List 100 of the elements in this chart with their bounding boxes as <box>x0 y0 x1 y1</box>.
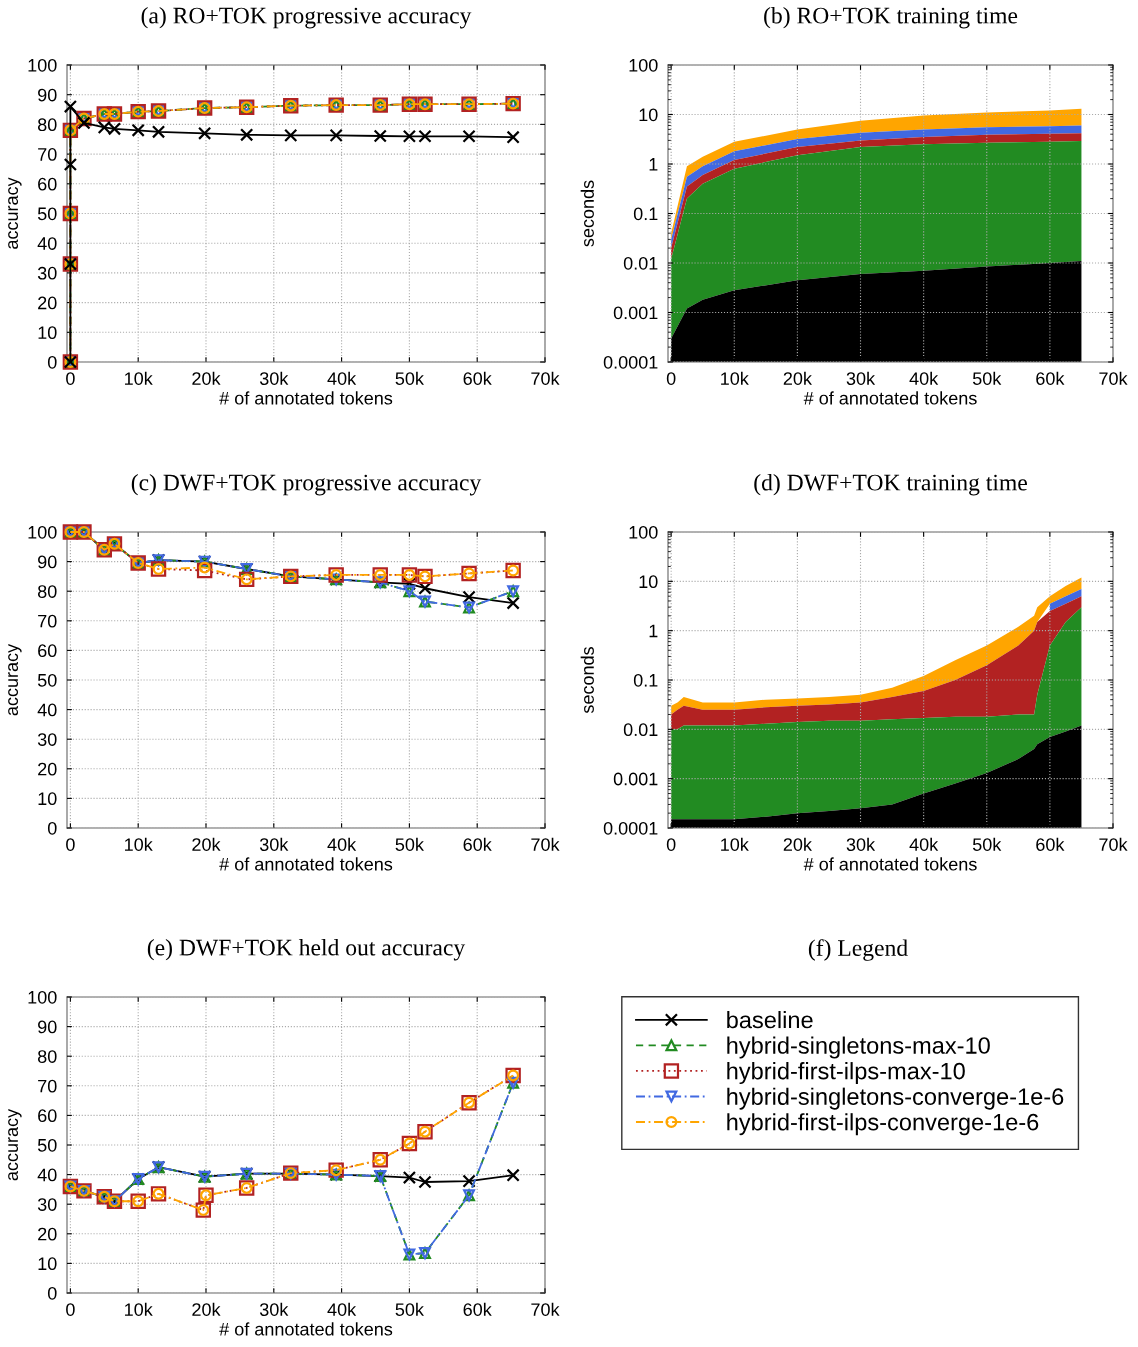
x-tick-label: 10k <box>125 1302 153 1316</box>
x-tick-label: 30k <box>259 837 289 851</box>
y-tick-label: 80 <box>37 585 57 598</box>
y-tick-label: 90 <box>38 555 57 569</box>
legend-label: hybrid-singletons-converge-1e-6 <box>727 1087 1064 1110</box>
x-axis-title: # of annotated tokens <box>219 857 393 871</box>
x-tick-label: 50k <box>395 1302 424 1316</box>
x-tick-label: 40k <box>327 837 357 851</box>
y-tick-label: 60 <box>38 1109 57 1123</box>
x-tick-label: 20k <box>192 1302 221 1316</box>
legend-label: hybrid-first-ilps-max-10 <box>727 1062 965 1085</box>
x-tick-label: 30k <box>259 371 289 385</box>
x-tick-label: 50k <box>395 371 424 385</box>
y-tick-label: 10 <box>38 326 57 340</box>
x-tick-label: 50k <box>395 837 424 851</box>
y-tick-label: 10 <box>38 1257 57 1271</box>
x-tick-label: 60k <box>463 837 492 851</box>
x-tick-label: 30k <box>259 1302 289 1316</box>
y-tick-label: 60 <box>38 177 57 191</box>
legend-label: hybrid-singletons-max-10 <box>727 1036 990 1059</box>
x-tick-label: 60k <box>1036 837 1065 851</box>
y-axis-title: seconds <box>580 647 594 714</box>
x-tick-label: 20k <box>783 837 812 851</box>
y-tick-label: 20 <box>38 1227 57 1241</box>
y-tick-label: 50 <box>37 207 57 221</box>
y-tick-label: 30 <box>37 1198 57 1211</box>
y-tick-label: 30 <box>37 733 57 746</box>
chart-title: (c) DWF+TOK progressive accuracy <box>131 473 482 496</box>
legend-title: (f) Legend <box>808 939 908 961</box>
x-tick-label: 40k <box>327 1302 357 1316</box>
y-tick-label: 0.001 <box>613 306 658 320</box>
x-tick-label: 40k <box>909 371 939 385</box>
x-tick-label: 0 <box>666 372 676 385</box>
y-tick-label: 80 <box>37 118 57 132</box>
x-tick-label: 20k <box>192 371 221 385</box>
x-tick-label: 30k <box>846 371 876 385</box>
x-tick-label: 10k <box>125 837 153 851</box>
chart-title: (e) DWF+TOK held out accuracy <box>147 938 466 961</box>
y-tick-label: 100 <box>629 58 658 72</box>
x-tick-label: 60k <box>463 371 492 385</box>
y-tick-label: 10 <box>639 108 658 122</box>
chart-title: (b) RO+TOK training time <box>764 6 1018 29</box>
chart-title: (a) RO+TOK progressive accuracy <box>141 6 472 29</box>
x-tick-label: 50k <box>972 837 1002 851</box>
x-tick-label: 70k <box>531 837 560 851</box>
x-tick-label: 10k <box>125 371 153 385</box>
y-tick-label: 70 <box>38 1079 57 1093</box>
y-tick-label: 70 <box>38 614 57 628</box>
x-tick-label: 60k <box>463 1302 492 1316</box>
y-tick-label: 60 <box>38 644 57 658</box>
y-tick-label: 30 <box>37 266 57 280</box>
y-tick-label: 100 <box>28 525 57 539</box>
x-tick-label: 10k <box>721 837 749 851</box>
y-axis-title: seconds <box>580 180 594 247</box>
y-tick-label: 0.001 <box>613 772 658 786</box>
y-tick-label: 0 <box>47 355 57 369</box>
y-tick-label: 0 <box>47 1286 57 1300</box>
legend-label: baseline <box>727 1010 813 1029</box>
x-tick-label: 20k <box>192 837 221 851</box>
y-tick-label: 40 <box>37 1168 57 1182</box>
y-tick-label: 0.0001 <box>603 355 658 369</box>
x-tick-label: 70k <box>1099 837 1128 851</box>
y-tick-label: 0.1 <box>633 207 658 221</box>
y-tick-label: 0.1 <box>633 673 658 687</box>
chart-title: (d) DWF+TOK training time <box>754 473 1027 496</box>
y-tick-label: 50 <box>37 673 57 687</box>
y-tick-label: 0.01 <box>623 723 658 737</box>
x-tick-label: 70k <box>531 371 560 385</box>
y-tick-label: 100 <box>28 58 57 72</box>
y-tick-label: 10 <box>38 792 57 806</box>
y-tick-label: 100 <box>28 990 57 1004</box>
x-tick-label: 40k <box>327 371 357 385</box>
x-tick-label: 0 <box>66 372 75 385</box>
y-tick-label: 70 <box>38 148 57 161</box>
y-tick-label: 0.01 <box>623 256 658 270</box>
y-tick-label: 40 <box>37 237 57 250</box>
x-tick-label: 0 <box>66 1303 75 1316</box>
y-tick-label: 20 <box>38 762 57 776</box>
x-tick-label: 20k <box>783 371 812 385</box>
y-tick-label: 80 <box>37 1050 57 1063</box>
x-axis-title: # of annotated tokens <box>219 391 393 405</box>
x-tick-label: 0 <box>666 838 676 851</box>
x-axis-title: # of annotated tokens <box>803 857 977 871</box>
y-tick-label: 0.0001 <box>603 821 658 835</box>
y-tick-label: 10 <box>639 575 658 589</box>
x-tick-label: 50k <box>972 371 1002 385</box>
x-tick-label: 70k <box>531 1302 560 1316</box>
y-tick-label: 0 <box>47 821 57 835</box>
y-tick-label: 100 <box>629 525 658 539</box>
x-tick-label: 0 <box>66 838 75 851</box>
y-axis-title: accuracy <box>8 177 22 249</box>
x-tick-label: 30k <box>846 837 876 851</box>
x-axis-title: # of annotated tokens <box>803 391 977 405</box>
y-tick-label: 40 <box>37 703 57 717</box>
y-tick-label: 1 <box>649 158 658 171</box>
x-tick-label: 60k <box>1036 371 1065 385</box>
y-axis-title: accuracy <box>8 643 22 716</box>
y-tick-label: 90 <box>38 88 57 102</box>
y-tick-label: 90 <box>38 1020 57 1034</box>
y-tick-label: 50 <box>37 1138 57 1152</box>
